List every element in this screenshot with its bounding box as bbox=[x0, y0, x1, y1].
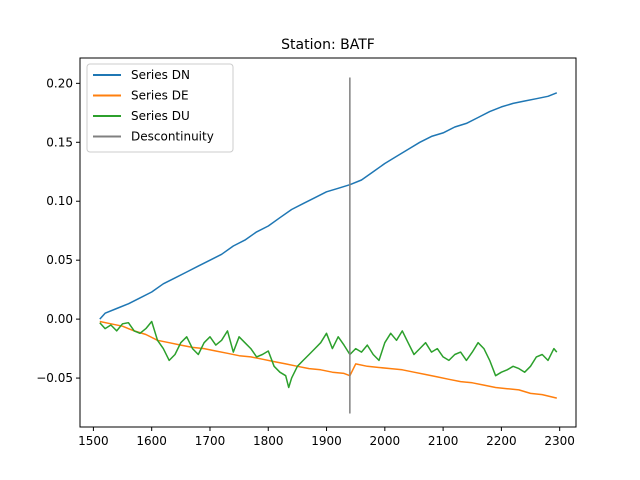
axes-frame bbox=[79, 57, 577, 428]
legend-box bbox=[86, 63, 234, 153]
x-tick-label: 1900 bbox=[311, 434, 342, 448]
x-tick-label: 1700 bbox=[195, 434, 226, 448]
x-tick-label: 2000 bbox=[370, 434, 401, 448]
y-tick-label: 0.00 bbox=[46, 312, 73, 326]
legend: Series DN Series DE Series DU Descontinuity bbox=[86, 63, 234, 153]
axes: 1500 1600 1700 1800 1900 2000 2100 2200 2300 −0.0… bbox=[36, 57, 577, 448]
series-line-3 bbox=[99, 320, 558, 389]
y-tick-label: 0.15 bbox=[46, 135, 73, 149]
x-tick-label: 2200 bbox=[486, 434, 517, 448]
legend-label: Descontinuity bbox=[131, 130, 214, 144]
plot-area bbox=[99, 77, 558, 414]
legend-label: Series DE bbox=[131, 89, 189, 103]
y-tick-label: 0.05 bbox=[46, 253, 73, 267]
x-tick-label: 1800 bbox=[253, 434, 284, 448]
x-tick-label: 2100 bbox=[428, 434, 459, 448]
series-line-1 bbox=[99, 92, 558, 320]
y-tick-label: 0.20 bbox=[46, 76, 73, 90]
x-tick-label: 1500 bbox=[78, 434, 109, 448]
x-tick-label: 2300 bbox=[544, 434, 575, 448]
y-tick-label: −0.05 bbox=[36, 371, 73, 385]
chart-title: Station: BATF bbox=[281, 37, 375, 53]
y-tick-label: 0.10 bbox=[46, 194, 73, 208]
legend-label: Series DU bbox=[131, 109, 190, 123]
series-line-2 bbox=[99, 320, 557, 399]
x-tick-label: 1600 bbox=[136, 434, 167, 448]
legend-label: Series DN bbox=[131, 68, 190, 82]
